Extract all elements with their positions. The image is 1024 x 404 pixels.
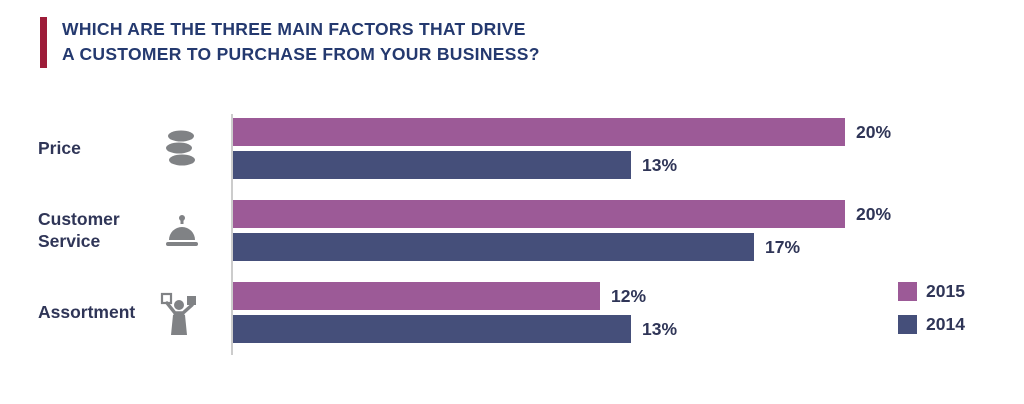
bar-2015 bbox=[233, 200, 845, 228]
bar-2015 bbox=[233, 118, 845, 146]
chart-row-assortment: Assortment 12% bbox=[0, 282, 1024, 343]
legend: 2015 2014 bbox=[898, 281, 965, 335]
bar-2015 bbox=[233, 282, 600, 310]
legend-label-2014: 2014 bbox=[926, 314, 965, 334]
bar-value: 13% bbox=[642, 154, 678, 175]
bar-chart: Price 20% 13% bbox=[0, 114, 1024, 355]
assortment-icon bbox=[157, 291, 201, 335]
category-label: Customer Service bbox=[38, 208, 120, 251]
bar-2014 bbox=[233, 151, 631, 179]
bar-2014 bbox=[233, 233, 754, 261]
service-bell-icon bbox=[163, 212, 201, 250]
legend-label-2015: 2015 bbox=[926, 281, 965, 301]
bar-value: 20% bbox=[856, 203, 892, 224]
bar-value: 17% bbox=[765, 236, 801, 257]
chart-title-block: WHICH ARE THE THREE MAIN FACTORS THAT DR… bbox=[40, 17, 540, 68]
bar-value: 12% bbox=[611, 285, 647, 306]
legend-item-2014: 2014 bbox=[898, 314, 965, 335]
bar-2014 bbox=[233, 315, 631, 343]
legend-swatch-2014 bbox=[898, 315, 917, 334]
legend-item-2015: 2015 bbox=[898, 281, 965, 302]
title-accent-bar bbox=[40, 17, 47, 68]
category-label: Assortment bbox=[38, 301, 136, 322]
chart-row-price: Price 20% 13% bbox=[0, 118, 1024, 179]
chart-row-customer-service: Customer Service 20% 17% bbox=[0, 200, 1024, 261]
chart-title: WHICH ARE THE THREE MAIN FACTORS THAT DR… bbox=[62, 17, 540, 68]
category-assortment: Assortment bbox=[0, 282, 233, 343]
chart-title-line1: WHICH ARE THE THREE MAIN FACTORS THAT DR… bbox=[62, 19, 526, 39]
bar-value: 20% bbox=[856, 121, 892, 142]
bar-value: 13% bbox=[642, 318, 678, 339]
category-customer-service: Customer Service bbox=[0, 200, 233, 261]
category-price: Price bbox=[0, 118, 233, 179]
chart-title-line2: A CUSTOMER TO PURCHASE FROM YOUR BUSINES… bbox=[62, 44, 540, 65]
category-label: Price bbox=[38, 137, 81, 158]
y-axis-line bbox=[231, 114, 233, 355]
legend-swatch-2015 bbox=[898, 282, 917, 301]
coins-icon bbox=[161, 128, 201, 170]
